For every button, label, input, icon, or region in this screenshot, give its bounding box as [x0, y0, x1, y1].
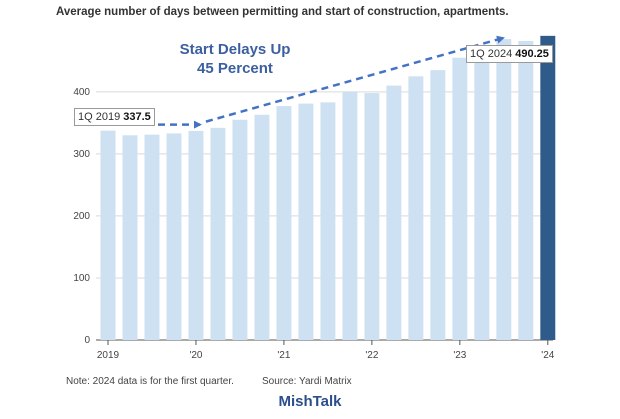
bar — [166, 133, 182, 340]
x-tick-label: '24 — [541, 350, 554, 361]
bar — [364, 93, 380, 341]
bar — [320, 102, 336, 341]
callout-2019: 1Q 2019 337.5 — [74, 108, 155, 126]
y-tick-label: 0 — [84, 335, 90, 346]
headline-line-2: 45 Percent — [197, 60, 273, 77]
headline: Start Delays Up 45 Percent — [150, 40, 320, 78]
bar — [254, 114, 270, 340]
chart-title: Average number of days between permittin… — [56, 6, 509, 18]
chart-note: Note: 2024 data is for the first quarter… — [66, 376, 234, 387]
callout-2024-label: 1Q 2024 — [470, 48, 513, 60]
y-tick-label: 100 — [73, 273, 90, 284]
headline-line-1: Start Delays Up — [179, 41, 291, 58]
bar — [540, 35, 556, 340]
x-tick-label: '22 — [365, 350, 378, 361]
y-tick-label: 200 — [73, 211, 90, 222]
chart-source: Source: Yardi Matrix — [262, 376, 352, 387]
bar — [100, 130, 116, 340]
x-tick-label: '23 — [453, 350, 466, 361]
bar — [276, 106, 292, 340]
bar — [518, 40, 534, 341]
bar — [188, 130, 204, 340]
bar — [452, 57, 468, 340]
bar — [342, 91, 358, 340]
y-tick-label: 300 — [73, 149, 90, 160]
bar — [232, 119, 248, 341]
bar — [144, 134, 160, 340]
bar — [496, 39, 512, 340]
bar — [408, 76, 424, 340]
bar — [386, 85, 402, 340]
y-tick-label: 400 — [73, 87, 90, 98]
bar — [298, 103, 314, 341]
callout-2024: 1Q 2024 490.25 — [466, 45, 553, 63]
bar — [474, 48, 490, 340]
bar — [430, 70, 446, 341]
x-tick-label: '20 — [189, 350, 202, 361]
bar — [210, 127, 226, 341]
brand-name: MishTalk — [278, 393, 342, 410]
bar — [122, 135, 138, 340]
callout-2019-label: 1Q 2019 — [78, 111, 121, 123]
x-tick-label: 2019 — [97, 350, 120, 361]
x-tick-label: '21 — [277, 350, 290, 361]
trend-arrow-rising — [205, 35, 505, 123]
callout-2024-value: 490.25 — [515, 48, 549, 60]
callout-2019-value: 337.5 — [123, 111, 151, 123]
